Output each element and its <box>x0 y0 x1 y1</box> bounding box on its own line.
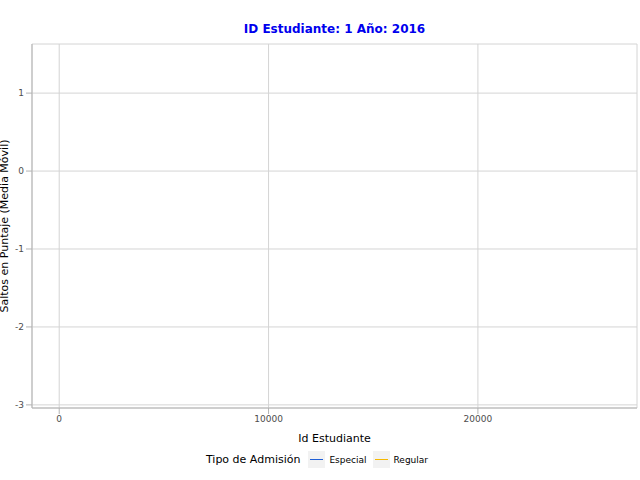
svg-text:1: 1 <box>18 88 24 98</box>
html-text:Especial: Especial <box>329 454 367 465</box>
svg-text:0: 0 <box>56 414 62 424</box>
svg-text:Id Estudiante: Id Estudiante <box>298 432 371 445</box>
html-text:Tipo de Admisión: Tipo de Admisión <box>206 453 301 466</box>
svg-text:10000: 10000 <box>254 414 283 424</box>
html-text:ID Estudiante: 1 Año: 2016: ID Estudiante: 1 Año: 2016 <box>243 22 426 36</box>
svg-text:Saltos en Puntaje (Media Móvil: Saltos en Puntaje (Media Móvil) <box>8 139 11 312</box>
svg-text:0: 0 <box>18 166 24 176</box>
svg-text:20000: 20000 <box>464 414 493 424</box>
html-text:Regular: Regular <box>393 454 428 465</box>
svg-text:-3: -3 <box>15 400 24 410</box>
svg-text:-1: -1 <box>15 244 24 254</box>
svg-text:-2: -2 <box>15 322 24 332</box>
